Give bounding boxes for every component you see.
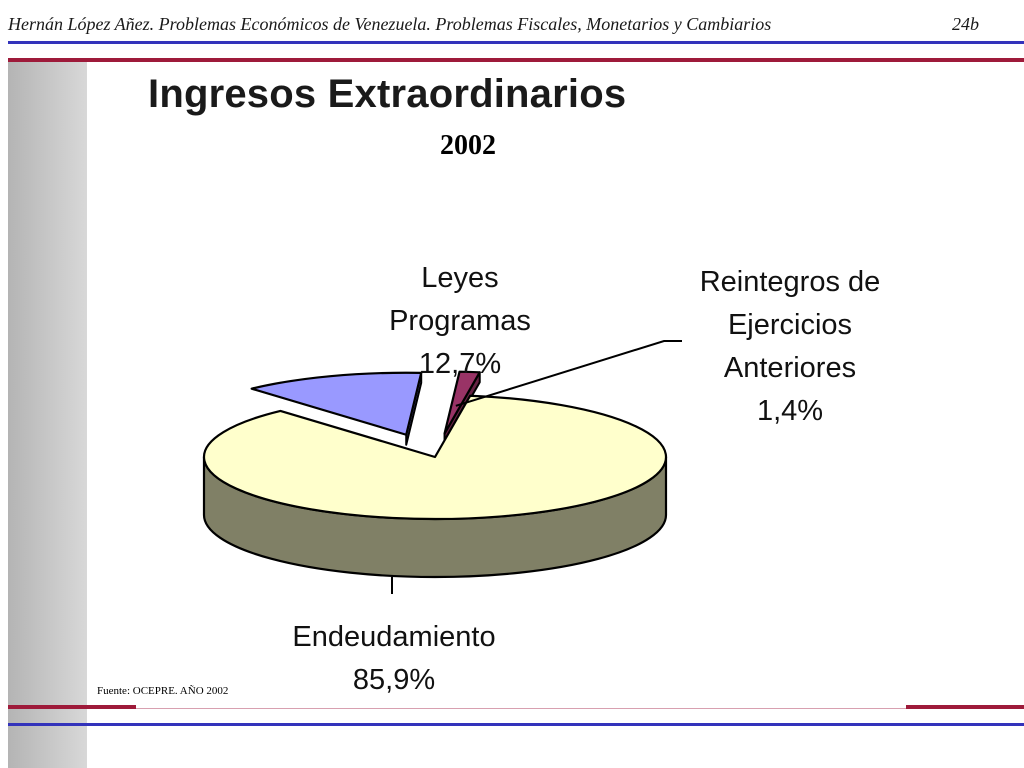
footer-rule-thin: [136, 708, 906, 709]
pie-slice-leyes-programas-top: [250, 371, 423, 436]
footer-rule-red-left: [8, 705, 136, 709]
label-endeudamiento: Endeudamiento 85,9%: [264, 616, 524, 702]
pie-slice-reintegros-top: [443, 370, 481, 435]
label-reintegros-line-1: Reintegros de: [699, 266, 881, 298]
label-endeudamiento-line-1: Endeudamiento: [292, 621, 496, 653]
source-note: Fuente: OCEPRE. AÑO 2002: [97, 685, 229, 697]
pie-slice-endeudamiento-top: [202, 394, 668, 521]
leader-line-reintegros: [455, 340, 682, 407]
chart-title: Ingresos Extraordinarios: [148, 72, 627, 116]
footer-rule-red-right: [906, 705, 1024, 709]
label-leyes-value: 12,7%: [418, 348, 502, 380]
chart-subtitle: 2002: [440, 130, 496, 161]
label-reintegros: Reintegros de Ejercicios Anteriores 1,4%: [680, 261, 900, 433]
pie-group: [202, 340, 682, 594]
page-number: 24b: [952, 14, 979, 34]
pie-slice-leyes-programas: [250, 371, 423, 446]
header-title: Hernán López Añez. Problemas Económicos …: [8, 14, 772, 34]
pie-slice-endeudamiento: [202, 394, 668, 579]
header-rule-blue: [8, 41, 1024, 44]
header-rule-red: [8, 58, 1024, 62]
label-reintegros-line-2: Ejercicios: [727, 309, 853, 341]
label-leyes-programas: Leyes Programas 12,7%: [370, 257, 550, 386]
label-leyes-line-1: Leyes: [421, 262, 499, 294]
label-reintegros-line-3: Anteriores: [723, 352, 857, 384]
left-gradient-bar: [8, 62, 87, 768]
label-reintegros-value: 1,4%: [756, 395, 824, 427]
label-endeudamiento-value: 85,9%: [352, 664, 436, 696]
label-leyes-line-2: Programas: [389, 305, 531, 337]
page-header: Hernán López Añez. Problemas Económicos …: [8, 14, 983, 40]
footer-rule-blue: [8, 723, 1024, 726]
